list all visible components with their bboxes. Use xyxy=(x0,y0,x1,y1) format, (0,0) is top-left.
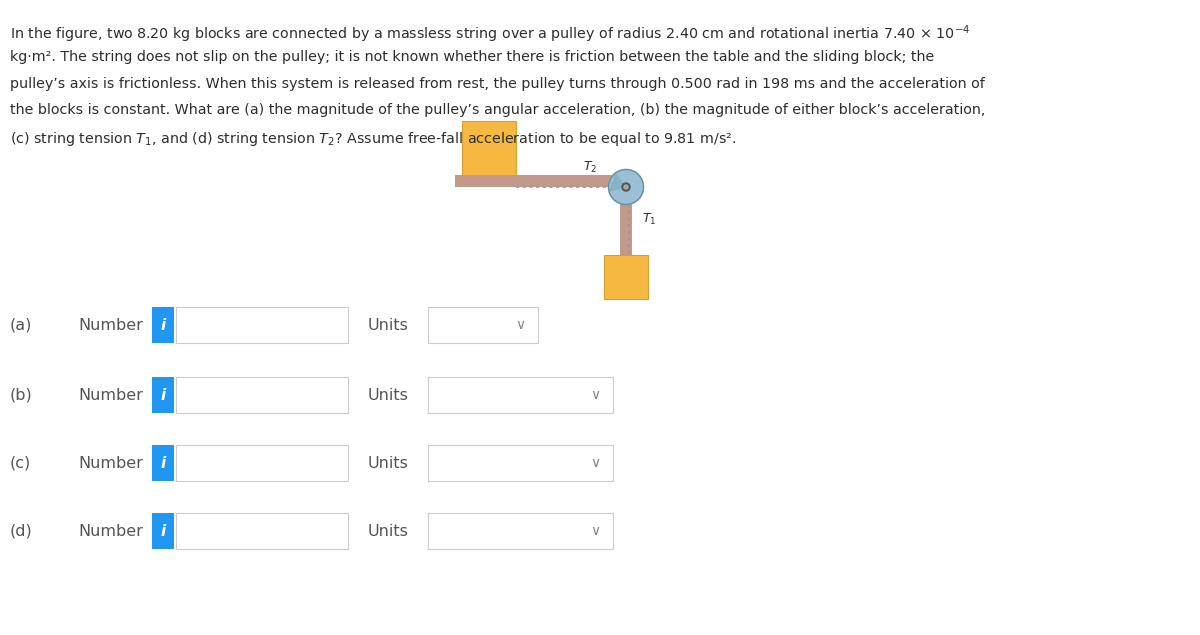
Text: Units: Units xyxy=(368,455,409,471)
Polygon shape xyxy=(608,173,626,192)
Bar xyxy=(428,445,613,481)
Bar xyxy=(152,445,174,481)
Text: ∨: ∨ xyxy=(590,388,600,402)
Text: (b): (b) xyxy=(10,387,32,403)
Bar xyxy=(152,307,174,343)
Bar xyxy=(428,377,613,413)
Bar xyxy=(428,513,613,549)
Bar xyxy=(176,307,348,343)
Text: ∨: ∨ xyxy=(590,456,600,470)
Text: Number: Number xyxy=(78,455,143,471)
Text: (d): (d) xyxy=(10,523,32,538)
Text: ∨: ∨ xyxy=(590,524,600,538)
Text: Units: Units xyxy=(368,318,409,333)
Bar xyxy=(462,121,516,175)
Text: the blocks is constant. What are (a) the magnitude of the pulley’s angular accel: the blocks is constant. What are (a) the… xyxy=(10,104,985,117)
Circle shape xyxy=(608,170,643,204)
Text: (a): (a) xyxy=(10,318,32,333)
Text: i: i xyxy=(161,523,166,538)
Bar xyxy=(176,513,348,549)
Bar xyxy=(604,255,648,299)
Text: Units: Units xyxy=(368,523,409,538)
Bar xyxy=(176,445,348,481)
Text: pulley’s axis is frictionless. When this system is released from rest, the pulle: pulley’s axis is frictionless. When this… xyxy=(10,77,985,91)
Circle shape xyxy=(624,185,628,189)
Bar xyxy=(152,513,174,549)
Text: i: i xyxy=(161,318,166,333)
Bar xyxy=(455,175,625,187)
Text: Number: Number xyxy=(78,318,143,333)
Bar xyxy=(176,377,348,413)
Text: $T_2$: $T_2$ xyxy=(583,160,598,175)
Text: kg·m². The string does not slip on the pulley; it is not known whether there is : kg·m². The string does not slip on the p… xyxy=(10,50,935,64)
Text: $T_1$: $T_1$ xyxy=(642,211,656,227)
Text: Units: Units xyxy=(368,387,409,403)
Circle shape xyxy=(622,183,630,191)
Text: In the figure, two 8.20 kg blocks are connected by a massless string over a pull: In the figure, two 8.20 kg blocks are co… xyxy=(10,23,971,44)
Bar xyxy=(620,175,632,277)
Bar xyxy=(152,377,174,413)
Text: Number: Number xyxy=(78,387,143,403)
Text: i: i xyxy=(161,455,166,471)
Text: ∨: ∨ xyxy=(515,318,526,332)
Text: (c): (c) xyxy=(10,455,31,471)
Text: Number: Number xyxy=(78,523,143,538)
Text: i: i xyxy=(161,387,166,403)
Bar xyxy=(428,307,538,343)
Text: (c) string tension $T_1$, and (d) string tension $T_2$? Assume free-fall acceler: (c) string tension $T_1$, and (d) string… xyxy=(10,130,736,148)
